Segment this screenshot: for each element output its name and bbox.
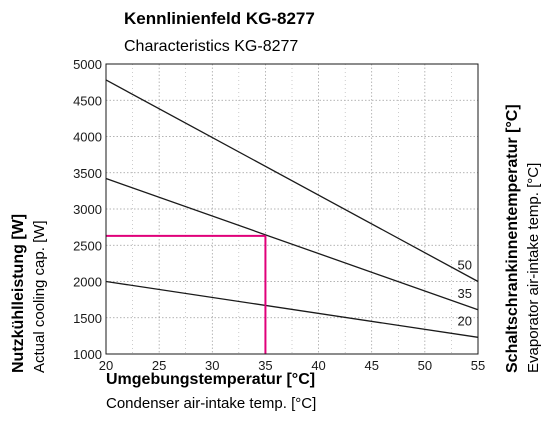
- y-tick-label: 1000: [73, 347, 102, 362]
- x-axis-sublabel: Condenser air-intake temp. [°C]: [106, 395, 316, 412]
- x-tick-label: 20: [99, 358, 113, 373]
- series-line-35: [105, 177, 479, 311]
- y2-axis-label: Schaltschrankinnentemperatur [°C]: [504, 104, 521, 373]
- y-tick-label: 2500: [73, 238, 102, 253]
- y-tick-label: 2000: [73, 275, 102, 290]
- x-tick-label: 25: [152, 358, 166, 373]
- grid: [106, 64, 478, 354]
- x-axis-label: Umgebungstemperatur [°C]: [106, 371, 315, 388]
- y-tick-label: 4000: [73, 130, 102, 145]
- x-tick-label: 50: [418, 358, 432, 373]
- series-lines: [105, 79, 479, 338]
- y-axis-sublabel: Actual cooling cap. [W]: [31, 220, 48, 373]
- series-label-35: 35: [458, 286, 472, 301]
- x-tick-label: 40: [311, 358, 325, 373]
- highlight-marker: [106, 234, 267, 354]
- chart-title: Kennlinienfeld KG-8277: [124, 9, 315, 28]
- y-axis-label: Nutzkühlleistung [W]: [10, 214, 27, 373]
- x-tick-label: 55: [471, 358, 485, 373]
- series-line-50: [105, 79, 479, 283]
- series-label-50: 50: [458, 258, 472, 273]
- x-tick-label: 45: [364, 358, 378, 373]
- y-tick-label: 1500: [73, 311, 102, 326]
- series-labels: 50 35 20: [458, 258, 472, 329]
- x-tick-label: 30: [205, 358, 219, 373]
- y-tick-label: 3000: [73, 202, 102, 217]
- x-tick-label: 35: [258, 358, 272, 373]
- y-tick-labels: 1000 1500 2000 2500 3000 3500 4000 4500 5000: [73, 57, 102, 362]
- y-tick-label: 4500: [73, 93, 102, 108]
- series-line-20: [105, 280, 479, 338]
- plot-frame: [105, 63, 479, 355]
- series-label-20: 20: [458, 313, 472, 328]
- y-tick-label: 3500: [73, 166, 102, 181]
- chart-subtitle: Characteristics KG-8277: [124, 38, 298, 55]
- y2-axis-sublabel: Evaporator air-intake temp. [°C]: [525, 163, 542, 373]
- x-tick-labels: 20 25 30 35 40 45 50 55: [99, 358, 485, 373]
- y-tick-label: 5000: [73, 57, 102, 72]
